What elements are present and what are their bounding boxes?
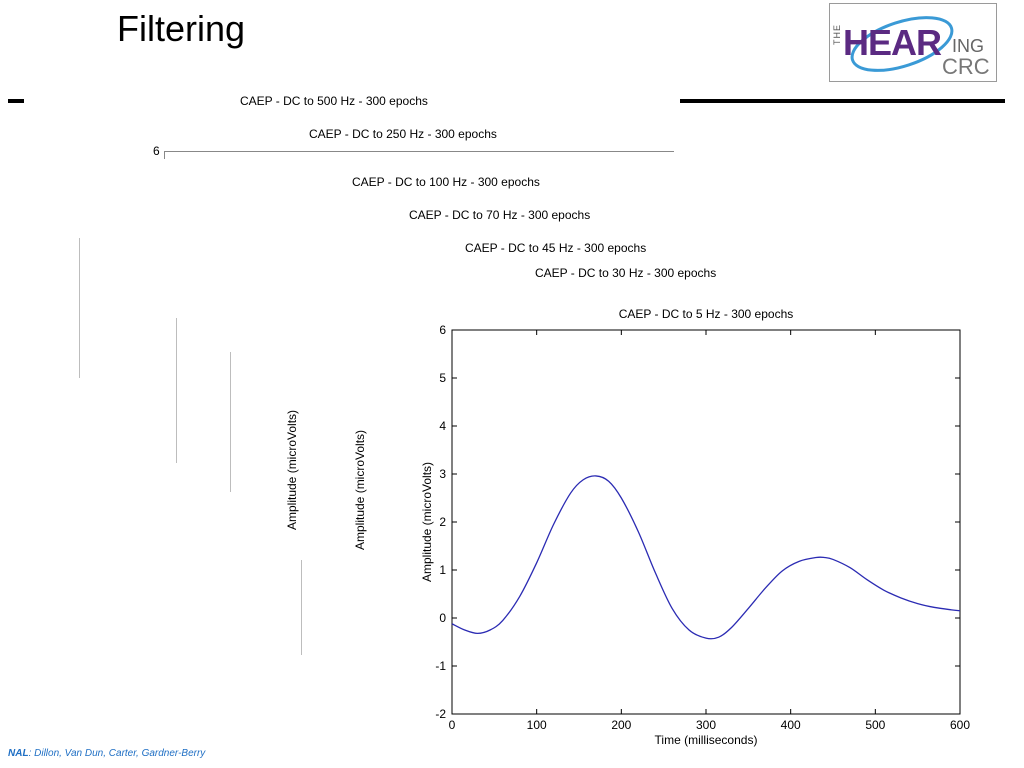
y-axis-ticks: -2 -1 0 1 2 3 4 5 6: [435, 323, 960, 721]
stacked-chart-ytick-6: 6: [153, 144, 160, 158]
y-tick-label: 6: [439, 323, 446, 337]
y-axis-label: Amplitude (microVolts): [420, 462, 434, 582]
footer-credit: NAL: Dillon, Van Dun, Carter, Gardner-Be…: [8, 748, 205, 759]
x-axis-ticks: 0 100 200 300 400 500 600: [449, 330, 970, 732]
stacked-chart-title-100hz: CAEP - DC to 100 Hz - 300 epochs: [352, 175, 540, 189]
slide-title: Filtering: [117, 8, 246, 49]
y-tick-label: 1: [439, 563, 446, 577]
x-tick-label: 0: [449, 718, 456, 732]
x-tick-label: 100: [527, 718, 547, 732]
stacked-chart-title-30hz: CAEP - DC to 30 Hz - 300 epochs: [535, 266, 717, 280]
stacked-chart-edge-3: [230, 352, 231, 492]
stacked-chart-axis-top: [164, 151, 674, 152]
hearing-crc-logo: THE HEAR ING CRC: [829, 3, 997, 82]
y-tick-label: 0: [439, 611, 446, 625]
stacked-chart-axis-left: [164, 151, 165, 159]
chart-title: CAEP - DC to 5 Hz - 300 epochs: [619, 307, 794, 321]
footer-org: NAL: [8, 748, 29, 759]
title-rule-right: [680, 99, 1005, 103]
title-rule-left: [8, 99, 24, 103]
x-axis-label: Time (milliseconds): [655, 733, 758, 747]
main-chart-background: [410, 293, 980, 733]
logo-hear: HEAR: [843, 22, 942, 63]
y-tick-label: -1: [435, 659, 446, 673]
x-tick-label: 500: [865, 718, 885, 732]
logo-ing: ING: [952, 36, 985, 56]
y-tick-label: 3: [439, 467, 446, 481]
y-tick-label: 5: [439, 371, 446, 385]
x-tick-label: 600: [950, 718, 970, 732]
x-tick-label: 300: [696, 718, 716, 732]
stacked-chart-edge-2: [176, 318, 177, 463]
logo-swoosh-icon: [850, 16, 954, 72]
logo-crc: CRC: [942, 54, 990, 79]
stacked-chart-edge-4: [301, 560, 302, 655]
x-tick-label: 400: [781, 718, 801, 732]
stacked-chart-edge-1: [79, 238, 80, 378]
series-line-dc-to-5hz: [451, 475, 961, 640]
stacked-chart-title-250hz: CAEP - DC to 250 Hz - 300 epochs: [309, 127, 497, 141]
y-tick-label: 4: [439, 419, 446, 433]
x-tick-label: 200: [611, 718, 631, 732]
footer-authors: : Dillon, Van Dun, Carter, Gardner-Berry: [28, 748, 206, 759]
stacked-chart-title-45hz: CAEP - DC to 45 Hz - 300 epochs: [465, 241, 647, 255]
y-tick-label: 2: [439, 515, 446, 529]
y-tick-label: -2: [435, 707, 446, 721]
stacked-chart-title-500hz: CAEP - DC to 500 Hz - 300 epochs: [240, 94, 428, 108]
stacked-chart-title-70hz: CAEP - DC to 70 Hz - 300 epochs: [409, 208, 591, 222]
